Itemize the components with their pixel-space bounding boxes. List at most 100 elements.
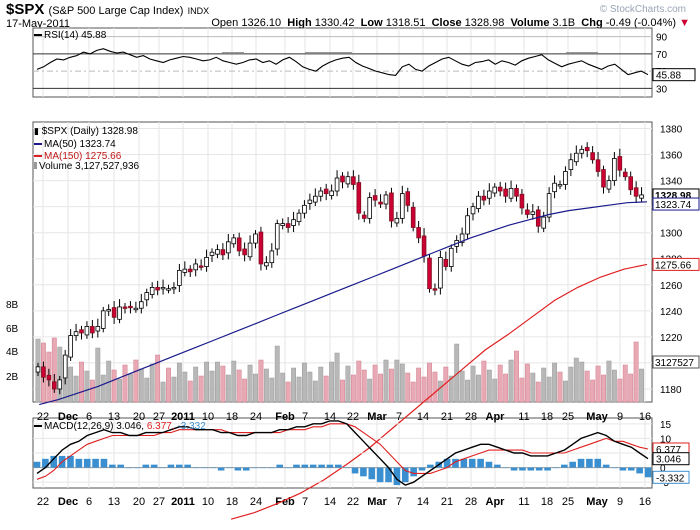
- x-tick-label: 21: [441, 411, 453, 423]
- macd-histogram-bar: [209, 467, 217, 469]
- volume-bar: [486, 369, 492, 403]
- ma150-badge: [652, 257, 700, 271]
- x-tick-label: 11: [518, 496, 529, 508]
- candle: [128, 305, 133, 309]
- macd-histogram-bar: [636, 467, 643, 474]
- macd-histogram-bar: [109, 464, 116, 468]
- macd-tick-label: 0: [660, 464, 666, 475]
- volume-bar: [481, 360, 487, 403]
- volume-badge-text: 3127527: [655, 358, 694, 369]
- volume-bar: [149, 363, 155, 403]
- candle: [204, 257, 209, 267]
- volume-bar: [57, 346, 63, 403]
- rsi-value-text: 45.88: [656, 71, 681, 82]
- volume-bar: [541, 367, 547, 403]
- x-tick-label: 9: [617, 411, 623, 423]
- macd-histogram-bar: [318, 464, 325, 468]
- volume-bar: [100, 374, 106, 403]
- x-tick-label: Feb: [275, 496, 295, 508]
- volume-bar: [465, 379, 470, 403]
- macd-hist-badge: [652, 470, 690, 484]
- candle: [264, 262, 269, 267]
- volume-bar: [231, 360, 237, 403]
- ma150-swatch: [34, 155, 42, 158]
- volume-bar: [563, 380, 568, 403]
- candle: [253, 233, 258, 244]
- candle: [280, 223, 285, 226]
- macd-histogram-bar: [201, 467, 208, 469]
- candle: [193, 263, 198, 271]
- volume-bar: [312, 380, 318, 403]
- x-tick-label: 24: [250, 496, 262, 508]
- x-tick-label: 7: [302, 411, 308, 423]
- x-tick-label: 18: [226, 411, 238, 423]
- candle: [541, 216, 546, 229]
- candle: [530, 211, 536, 215]
- candle: [302, 204, 307, 214]
- volume-bar: [524, 363, 530, 403]
- candle: [563, 171, 568, 185]
- macd-histogram-bar: [477, 458, 484, 468]
- high-label: High: [287, 17, 312, 29]
- candle: [95, 326, 101, 332]
- x-tick-label: 14: [324, 496, 336, 508]
- candle: [503, 188, 508, 197]
- candle: [432, 288, 438, 291]
- volume-tick-label: 2B: [6, 372, 19, 383]
- x-tick-label: Mar: [367, 411, 387, 423]
- macd-histogram-bar: [33, 461, 41, 468]
- macd-histogram-bar: [234, 467, 242, 471]
- volume-tick-label: 8B: [6, 300, 19, 311]
- macd-histogram-bar: [100, 458, 108, 468]
- volume-bar: [220, 365, 226, 403]
- volume-bar: [242, 378, 248, 403]
- volume-bar: [535, 381, 541, 403]
- price-tick-label: 1260: [660, 281, 683, 292]
- candle: [552, 182, 557, 193]
- candle: [117, 306, 122, 320]
- candle: [568, 159, 574, 170]
- x-tick-label: Apr: [486, 411, 506, 423]
- x-tick-label: 16: [639, 496, 651, 508]
- x-tick-label: 16: [639, 411, 651, 423]
- macd-histogram-bar: [242, 467, 250, 471]
- volume-bar: [421, 376, 427, 403]
- candle: [329, 190, 334, 196]
- macd-line: [36, 420, 649, 486]
- macd-value-badge: [652, 452, 690, 466]
- price-legend-text: $SPX (Daily) 1328.98: [41, 126, 138, 137]
- rsi-tick-label: 90: [656, 33, 668, 44]
- volume-bar: [405, 372, 411, 403]
- candle: [100, 310, 106, 329]
- chg-value: -0.49 (-0.04%): [605, 17, 677, 29]
- volume-bar: [546, 376, 552, 403]
- volume-bar: [247, 364, 253, 403]
- candle: [400, 193, 405, 219]
- macd-histogram-bar: [42, 458, 49, 468]
- x-tick-label: May: [586, 496, 608, 508]
- macd-histogram-bar: [602, 464, 610, 468]
- volume-bar: [68, 366, 74, 403]
- x-tick-label: 20: [133, 496, 145, 508]
- candle: [182, 268, 188, 273]
- x-tick-label: 11: [518, 411, 529, 423]
- candle: [313, 195, 318, 203]
- candle: [497, 186, 503, 192]
- volume-bar: [215, 361, 220, 403]
- candle: [209, 251, 215, 256]
- macd-histogram-bar: [335, 464, 342, 468]
- x-tick-label: 7: [302, 496, 308, 508]
- candle: [546, 193, 552, 218]
- macd-histogram-bar: [83, 458, 91, 468]
- macd-histogram-bar: [259, 467, 267, 469]
- macd-hist-badge-text: -3.332: [656, 473, 685, 484]
- chg-down-icon: ▼: [679, 17, 690, 29]
- x-tick-label: 22: [37, 411, 49, 423]
- macd-histogram-bar: [343, 467, 350, 469]
- macd-histogram-bar: [586, 458, 593, 468]
- macd-histogram-bar: [293, 464, 300, 468]
- macd-signal-badge-text: 6.377: [656, 445, 681, 456]
- candle: [149, 286, 155, 295]
- candle: [525, 209, 530, 215]
